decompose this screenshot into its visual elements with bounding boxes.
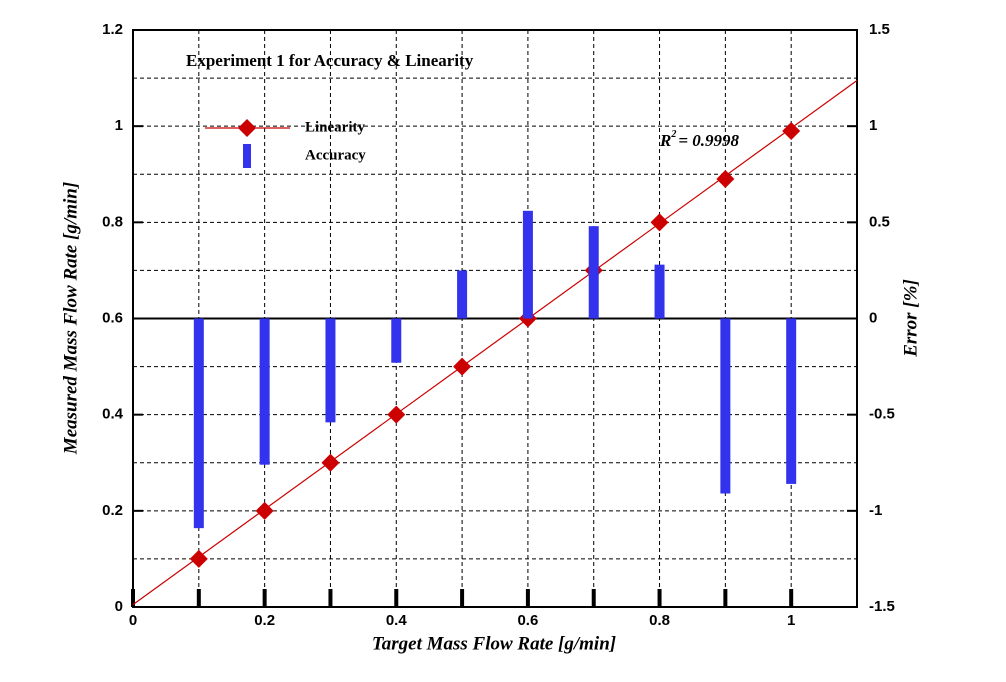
annotation-text: = 0.9998 — [678, 131, 739, 150]
annotation: R2 = 0.9998 — [659, 129, 740, 150]
y-tick-label: 0 — [115, 598, 123, 615]
linearity-marker — [255, 501, 274, 520]
x-tick-label: 0.4 — [386, 612, 408, 629]
y2-tick-label: -1 — [869, 502, 882, 519]
y-tick-label: 1 — [115, 117, 123, 134]
y2-axis-title: Error [%] — [900, 279, 921, 358]
linearity-marker — [189, 549, 208, 568]
annotation-sup: 2 — [670, 129, 676, 140]
linearity-marker — [387, 405, 406, 424]
accuracy-bar — [720, 318, 731, 494]
chart-title: Experiment 1 for Accuracy & Linearity — [186, 51, 474, 70]
y2-tick-label: 0 — [869, 309, 877, 326]
x-tick-label: 0.2 — [254, 612, 275, 629]
y-axis-title: Measured Mass Flow Rate [g/min] — [60, 182, 81, 455]
linearity-marker — [453, 357, 472, 376]
accuracy-bar — [391, 318, 402, 363]
accuracy-bar — [786, 318, 797, 484]
accuracy-bar — [193, 318, 204, 529]
y2-tick-label: -0.5 — [869, 406, 895, 423]
x-tick-label: 0 — [129, 612, 137, 629]
linearity-marker — [782, 121, 801, 140]
legend-label: Linearity — [305, 119, 365, 135]
x-tick-label: 0.6 — [517, 612, 538, 629]
annotation-base: R — [659, 131, 671, 150]
x-tick-label: 1 — [787, 612, 795, 629]
accuracy-bar — [588, 226, 599, 319]
linearity-marker — [650, 213, 669, 232]
y-tick-label: 0.6 — [102, 309, 123, 326]
linearity-marker — [321, 453, 340, 472]
linearity-marker — [716, 170, 735, 189]
y2-tick-label: 0.5 — [869, 213, 890, 230]
y2-tick-label: 1.5 — [869, 21, 890, 38]
plot-frame — [132, 29, 858, 608]
legend-marker — [238, 119, 256, 137]
fit-line — [132, 80, 858, 606]
y-tick-label: 0.4 — [102, 406, 124, 423]
y2-tick-label: 1 — [869, 117, 877, 134]
accuracy-bar — [259, 318, 270, 465]
accuracy-bar — [654, 264, 665, 319]
x-axis-title: Target Mass Flow Rate [g/min] — [372, 633, 616, 654]
y-tick-label: 0.2 — [102, 502, 123, 519]
y-tick-label: 1.2 — [102, 21, 123, 38]
accuracy-bar — [457, 270, 468, 319]
legend-label: Accuracy — [305, 147, 366, 163]
y2-tick-label: -1.5 — [869, 598, 895, 615]
legend-marker — [243, 144, 251, 168]
x-tick-label: 0.8 — [649, 612, 670, 629]
accuracy-bar — [325, 318, 336, 423]
y-tick-label: 0.8 — [102, 213, 123, 230]
accuracy-bar — [522, 210, 533, 319]
